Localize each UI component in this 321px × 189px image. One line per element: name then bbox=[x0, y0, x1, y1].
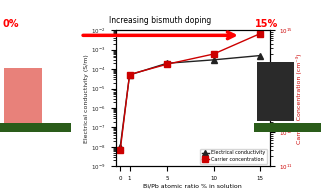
FancyBboxPatch shape bbox=[257, 62, 294, 121]
FancyBboxPatch shape bbox=[254, 123, 321, 132]
Carrier concentration bbox=[212, 53, 215, 55]
Text: Increasing bismuth doping: Increasing bismuth doping bbox=[109, 16, 212, 25]
Carrier concentration bbox=[258, 32, 262, 35]
Y-axis label: Carrier Concentration (cm⁻³): Carrier Concentration (cm⁻³) bbox=[296, 53, 302, 143]
Text: 15%: 15% bbox=[255, 19, 278, 29]
Electrical conductivity bbox=[165, 62, 169, 64]
FancyBboxPatch shape bbox=[0, 123, 71, 132]
FancyArrowPatch shape bbox=[83, 32, 234, 39]
Text: 0%: 0% bbox=[2, 19, 19, 29]
Carrier concentration bbox=[165, 63, 169, 65]
Carrier concentration bbox=[128, 73, 132, 76]
Electrical conductivity bbox=[212, 59, 215, 61]
Y-axis label: Electrical conductivity (S/m): Electrical conductivity (S/m) bbox=[83, 54, 89, 143]
Electrical conductivity bbox=[118, 146, 122, 148]
Electrical conductivity bbox=[258, 54, 262, 57]
FancyBboxPatch shape bbox=[4, 68, 42, 126]
Electrical conductivity bbox=[128, 74, 132, 76]
Line: Carrier concentration: Carrier concentration bbox=[117, 31, 263, 153]
Legend: Electrical conductivity, Carrier concentration: Electrical conductivity, Carrier concent… bbox=[200, 149, 267, 164]
Line: Electrical conductivity: Electrical conductivity bbox=[117, 53, 263, 150]
X-axis label: Bi/Pb atomic ratio % in solution: Bi/Pb atomic ratio % in solution bbox=[143, 184, 242, 189]
Carrier concentration bbox=[118, 149, 122, 151]
